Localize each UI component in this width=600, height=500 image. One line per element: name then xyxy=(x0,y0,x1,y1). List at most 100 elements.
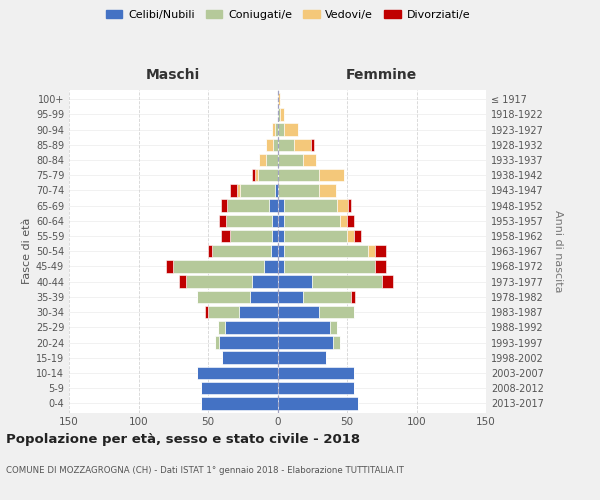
Bar xyxy=(166,260,173,272)
Bar xyxy=(311,138,314,151)
Bar xyxy=(280,108,284,120)
Text: Femmine: Femmine xyxy=(346,68,418,82)
Bar xyxy=(253,276,277,288)
Bar xyxy=(302,154,316,166)
Bar xyxy=(331,321,337,334)
Legend: Celibi/Nubili, Coniugati/e, Vedovi/e, Divorziati/e: Celibi/Nubili, Coniugati/e, Vedovi/e, Di… xyxy=(101,6,475,25)
Bar xyxy=(240,184,275,196)
Bar xyxy=(230,184,237,196)
Bar xyxy=(277,290,302,303)
Bar xyxy=(272,124,275,136)
Bar xyxy=(218,321,224,334)
Bar xyxy=(277,276,312,288)
Bar xyxy=(277,93,280,106)
Bar xyxy=(340,214,347,227)
Bar xyxy=(337,200,349,212)
Bar xyxy=(277,352,326,364)
Bar xyxy=(205,306,208,318)
Bar xyxy=(258,169,277,181)
Bar xyxy=(272,214,277,227)
Bar xyxy=(197,366,277,379)
Bar xyxy=(272,230,277,242)
Bar xyxy=(284,214,340,227)
Bar xyxy=(319,169,344,181)
Bar xyxy=(277,397,358,409)
Bar xyxy=(197,290,250,303)
Bar xyxy=(284,200,337,212)
Bar xyxy=(250,290,277,303)
Bar xyxy=(277,382,354,394)
Bar xyxy=(271,245,277,258)
Bar xyxy=(201,382,277,394)
Bar xyxy=(266,154,277,166)
Bar xyxy=(319,184,336,196)
Text: Popolazione per età, sesso e stato civile - 2018: Popolazione per età, sesso e stato civil… xyxy=(6,432,360,446)
Bar xyxy=(179,276,186,288)
Bar xyxy=(227,200,269,212)
Bar xyxy=(312,276,382,288)
Bar xyxy=(266,138,274,151)
Bar xyxy=(277,184,319,196)
Bar xyxy=(208,245,212,258)
Bar xyxy=(284,230,347,242)
Bar xyxy=(277,169,319,181)
Bar xyxy=(221,200,227,212)
Bar xyxy=(215,336,219,349)
Bar xyxy=(219,336,277,349)
Bar xyxy=(382,276,393,288)
Bar xyxy=(230,230,272,242)
Bar xyxy=(224,321,277,334)
Bar xyxy=(277,366,354,379)
Bar xyxy=(226,214,272,227)
Bar xyxy=(269,200,277,212)
Bar xyxy=(277,154,302,166)
Bar xyxy=(263,260,277,272)
Bar xyxy=(347,230,354,242)
Bar xyxy=(349,200,351,212)
Bar xyxy=(277,200,284,212)
Y-axis label: Anni di nascita: Anni di nascita xyxy=(553,210,563,292)
Bar xyxy=(277,108,280,120)
Bar xyxy=(319,306,354,318)
Bar xyxy=(277,321,331,334)
Bar xyxy=(274,138,277,151)
Bar xyxy=(275,184,277,196)
Bar xyxy=(354,230,361,242)
Bar xyxy=(237,184,240,196)
Bar xyxy=(208,306,239,318)
Bar xyxy=(284,260,375,272)
Bar xyxy=(259,154,266,166)
Text: Maschi: Maschi xyxy=(146,68,200,82)
Y-axis label: Fasce di età: Fasce di età xyxy=(22,218,32,284)
Bar xyxy=(186,276,253,288)
Bar xyxy=(221,230,230,242)
Bar xyxy=(302,290,351,303)
Bar xyxy=(277,245,284,258)
Bar xyxy=(173,260,263,272)
Bar xyxy=(277,260,284,272)
Bar xyxy=(277,230,284,242)
Bar xyxy=(201,397,277,409)
Bar xyxy=(222,352,277,364)
Bar xyxy=(368,245,375,258)
Bar xyxy=(275,124,277,136)
Bar xyxy=(277,306,319,318)
Bar xyxy=(212,245,271,258)
Text: COMUNE DI MOZZAGROGNA (CH) - Dati ISTAT 1° gennaio 2018 - Elaborazione TUTTITALI: COMUNE DI MOZZAGROGNA (CH) - Dati ISTAT … xyxy=(6,466,404,475)
Bar xyxy=(253,169,255,181)
Bar xyxy=(351,290,355,303)
Bar xyxy=(284,124,298,136)
Bar xyxy=(333,336,340,349)
Bar xyxy=(375,260,386,272)
Bar xyxy=(219,214,226,227)
Bar xyxy=(277,138,294,151)
Bar xyxy=(284,245,368,258)
Bar xyxy=(294,138,311,151)
Bar xyxy=(277,214,284,227)
Bar xyxy=(277,336,333,349)
Bar xyxy=(239,306,277,318)
Bar xyxy=(277,124,284,136)
Bar xyxy=(255,169,258,181)
Bar xyxy=(347,214,354,227)
Bar xyxy=(375,245,386,258)
